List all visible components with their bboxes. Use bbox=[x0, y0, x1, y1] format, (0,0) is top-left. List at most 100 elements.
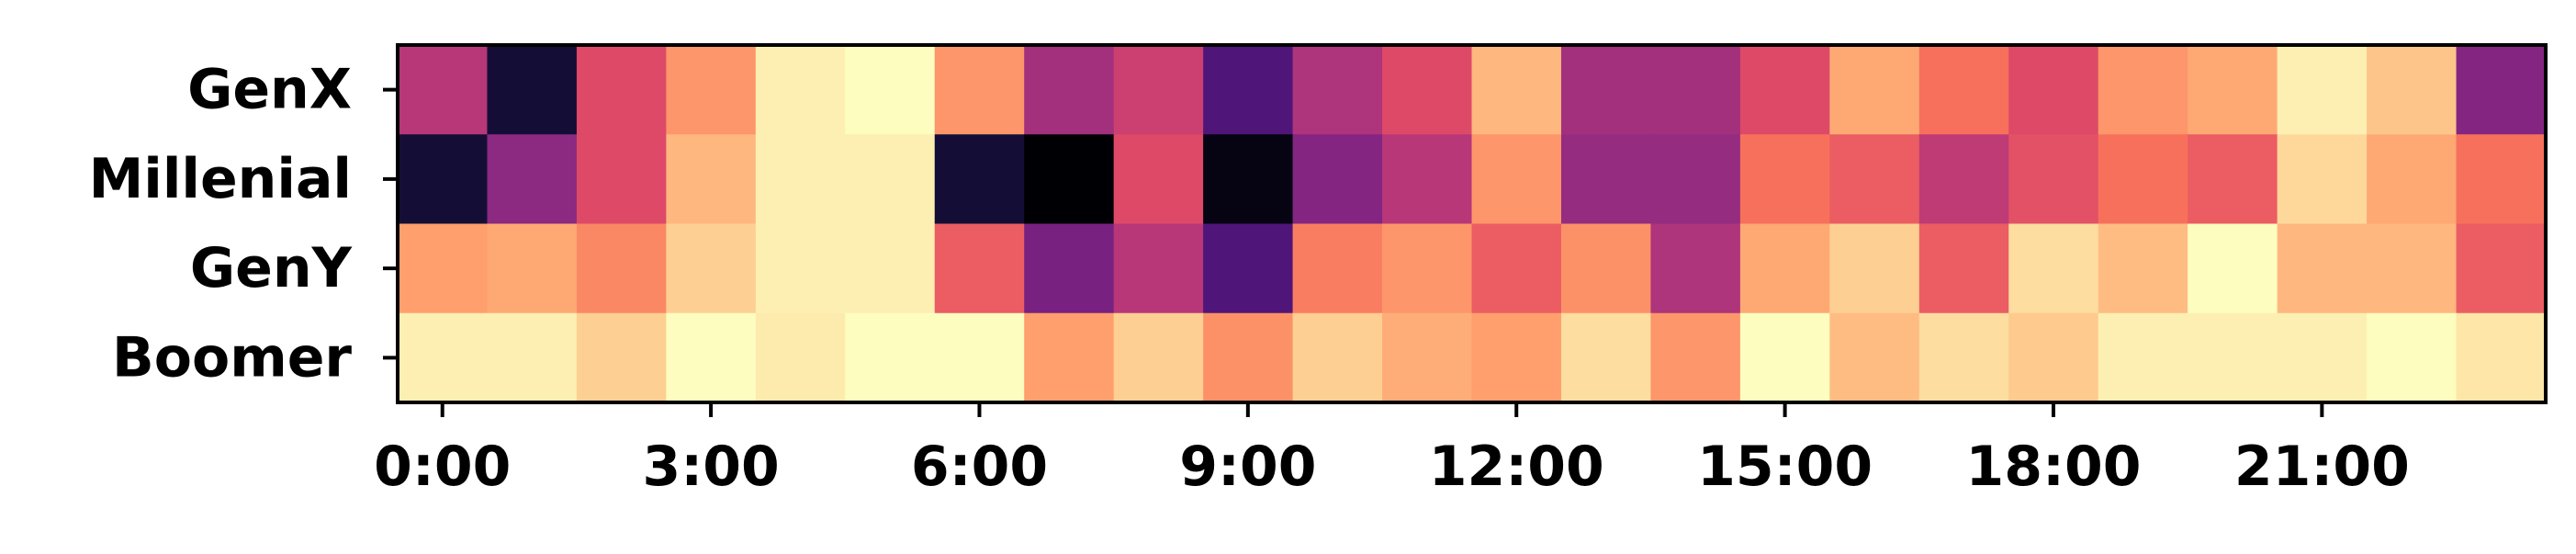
heatmap-cell bbox=[2367, 45, 2458, 135]
heatmap-cell bbox=[2008, 134, 2099, 225]
heatmap-cell bbox=[2367, 312, 2458, 403]
heatmap-cell bbox=[1382, 45, 1473, 135]
heatmap-cell bbox=[1471, 45, 1562, 135]
heatmap-cells bbox=[398, 45, 2547, 403]
heatmap-cell bbox=[1471, 312, 1562, 403]
heatmap-cell bbox=[1113, 45, 1204, 135]
heatmap-cell bbox=[487, 223, 578, 314]
heatmap-cell bbox=[1292, 223, 1383, 314]
heatmap-cell bbox=[2188, 134, 2278, 225]
heatmap-cell bbox=[1650, 312, 1741, 403]
heatmap-cell bbox=[1918, 312, 2009, 403]
heatmap-cell bbox=[1829, 45, 1920, 135]
heatmap-cell bbox=[845, 223, 936, 314]
heatmap-cell bbox=[1113, 312, 1204, 403]
heatmap-cell bbox=[934, 45, 1025, 135]
heatmap-cell bbox=[1739, 312, 1830, 403]
heatmap-cell bbox=[1024, 223, 1115, 314]
heatmap-cell bbox=[1203, 45, 1294, 135]
heatmap-cell bbox=[1739, 45, 1830, 135]
y-axis: GenX Millenial GenY Boomer bbox=[89, 58, 398, 390]
heatmap-cell bbox=[398, 134, 489, 225]
heatmap-cell bbox=[1024, 134, 1115, 225]
heatmap-cell bbox=[2098, 134, 2188, 225]
heatmap-cell bbox=[1650, 223, 1741, 314]
heatmap-cell bbox=[755, 312, 846, 403]
x-tick-label: 12:00 bbox=[1429, 435, 1604, 499]
heatmap-cell bbox=[845, 134, 936, 225]
heatmap-cell bbox=[398, 312, 489, 403]
plot-frame bbox=[396, 43, 2548, 404]
heatmap-cell bbox=[1650, 134, 1741, 225]
heatmap-cell bbox=[2277, 312, 2368, 403]
heatmap-cell bbox=[1829, 134, 1920, 225]
heatmap-cell bbox=[755, 134, 846, 225]
heatmap-cell bbox=[2098, 312, 2188, 403]
heatmap-cell bbox=[1918, 223, 2009, 314]
heatmap-cell bbox=[1292, 45, 1383, 135]
heatmap-cell bbox=[398, 45, 489, 135]
heatmap-cell bbox=[666, 45, 757, 135]
heatmap-cell bbox=[1382, 312, 1473, 403]
heatmap-cell bbox=[1560, 134, 1652, 225]
heatmap-cell bbox=[487, 134, 578, 225]
heatmap-cell bbox=[666, 312, 757, 403]
heatmap-cell bbox=[1829, 312, 1920, 403]
heatmap-cell bbox=[1739, 134, 1830, 225]
heatmap-cell bbox=[1292, 312, 1383, 403]
heatmap-cell bbox=[576, 134, 667, 225]
heatmap-cell bbox=[2188, 223, 2278, 314]
heatmap-cell bbox=[755, 223, 846, 314]
x-tick-label: 0:00 bbox=[374, 435, 511, 499]
heatmap-cell bbox=[755, 45, 846, 135]
heatmap-cell bbox=[1382, 134, 1473, 225]
heatmap-cell bbox=[845, 312, 936, 403]
heatmap-cell bbox=[2188, 45, 2278, 135]
x-tick-label: 6:00 bbox=[911, 435, 1048, 499]
heatmap-cell bbox=[2277, 45, 2368, 135]
y-tick-label: Boomer bbox=[112, 325, 352, 390]
heatmap-cell bbox=[398, 223, 489, 314]
heatmap-cell bbox=[487, 312, 578, 403]
x-axis: 0:00 3:00 6:00 9:00 12:00 15:00 18:00 21:00 bbox=[374, 402, 2410, 499]
heatmap-cell bbox=[576, 223, 667, 314]
heatmap-cell bbox=[1024, 312, 1115, 403]
heatmap-cell bbox=[2098, 45, 2188, 135]
heatmap-cell bbox=[2367, 223, 2458, 314]
x-tick-label: 21:00 bbox=[2234, 435, 2410, 499]
heatmap-cell bbox=[1829, 223, 1920, 314]
heatmap-cell bbox=[1560, 45, 1652, 135]
heatmap-cell bbox=[666, 134, 757, 225]
y-tick-label: Millenial bbox=[89, 147, 352, 211]
heatmap-cell bbox=[1918, 134, 2009, 225]
heatmap-cell bbox=[2367, 134, 2458, 225]
heatmap-cell bbox=[576, 312, 667, 403]
heatmap-cell bbox=[2098, 223, 2188, 314]
heatmap-cell bbox=[1918, 45, 2009, 135]
heatmap-cell bbox=[1739, 223, 1830, 314]
x-tick-label: 18:00 bbox=[1965, 435, 2141, 499]
heatmap-cell bbox=[1203, 312, 1294, 403]
heatmap-cell bbox=[934, 134, 1025, 225]
heatmap-cell bbox=[934, 312, 1025, 403]
heatmap-cell bbox=[1024, 45, 1115, 135]
heatmap-cell bbox=[2008, 312, 2099, 403]
heatmap-cell bbox=[1650, 45, 1741, 135]
heatmap-cell bbox=[576, 45, 667, 135]
heatmap-cell bbox=[1471, 134, 1562, 225]
heatmap-cell bbox=[1203, 134, 1294, 225]
x-tick-label: 3:00 bbox=[642, 435, 779, 499]
heatmap-cell bbox=[1471, 223, 1562, 314]
heatmap-cell bbox=[1560, 223, 1652, 314]
x-tick-label: 15:00 bbox=[1697, 435, 1873, 499]
heatmap-cell bbox=[1560, 312, 1652, 403]
heatmap-cell bbox=[2456, 223, 2547, 314]
heatmap-cell bbox=[2008, 45, 2099, 135]
heatmap-cell bbox=[934, 223, 1025, 314]
heatmap-cell bbox=[1113, 223, 1204, 314]
heatmap-cell bbox=[487, 45, 578, 135]
heatmap-cell bbox=[666, 223, 757, 314]
heatmap-cell bbox=[2456, 45, 2547, 135]
heatmap-cell bbox=[1203, 223, 1294, 314]
